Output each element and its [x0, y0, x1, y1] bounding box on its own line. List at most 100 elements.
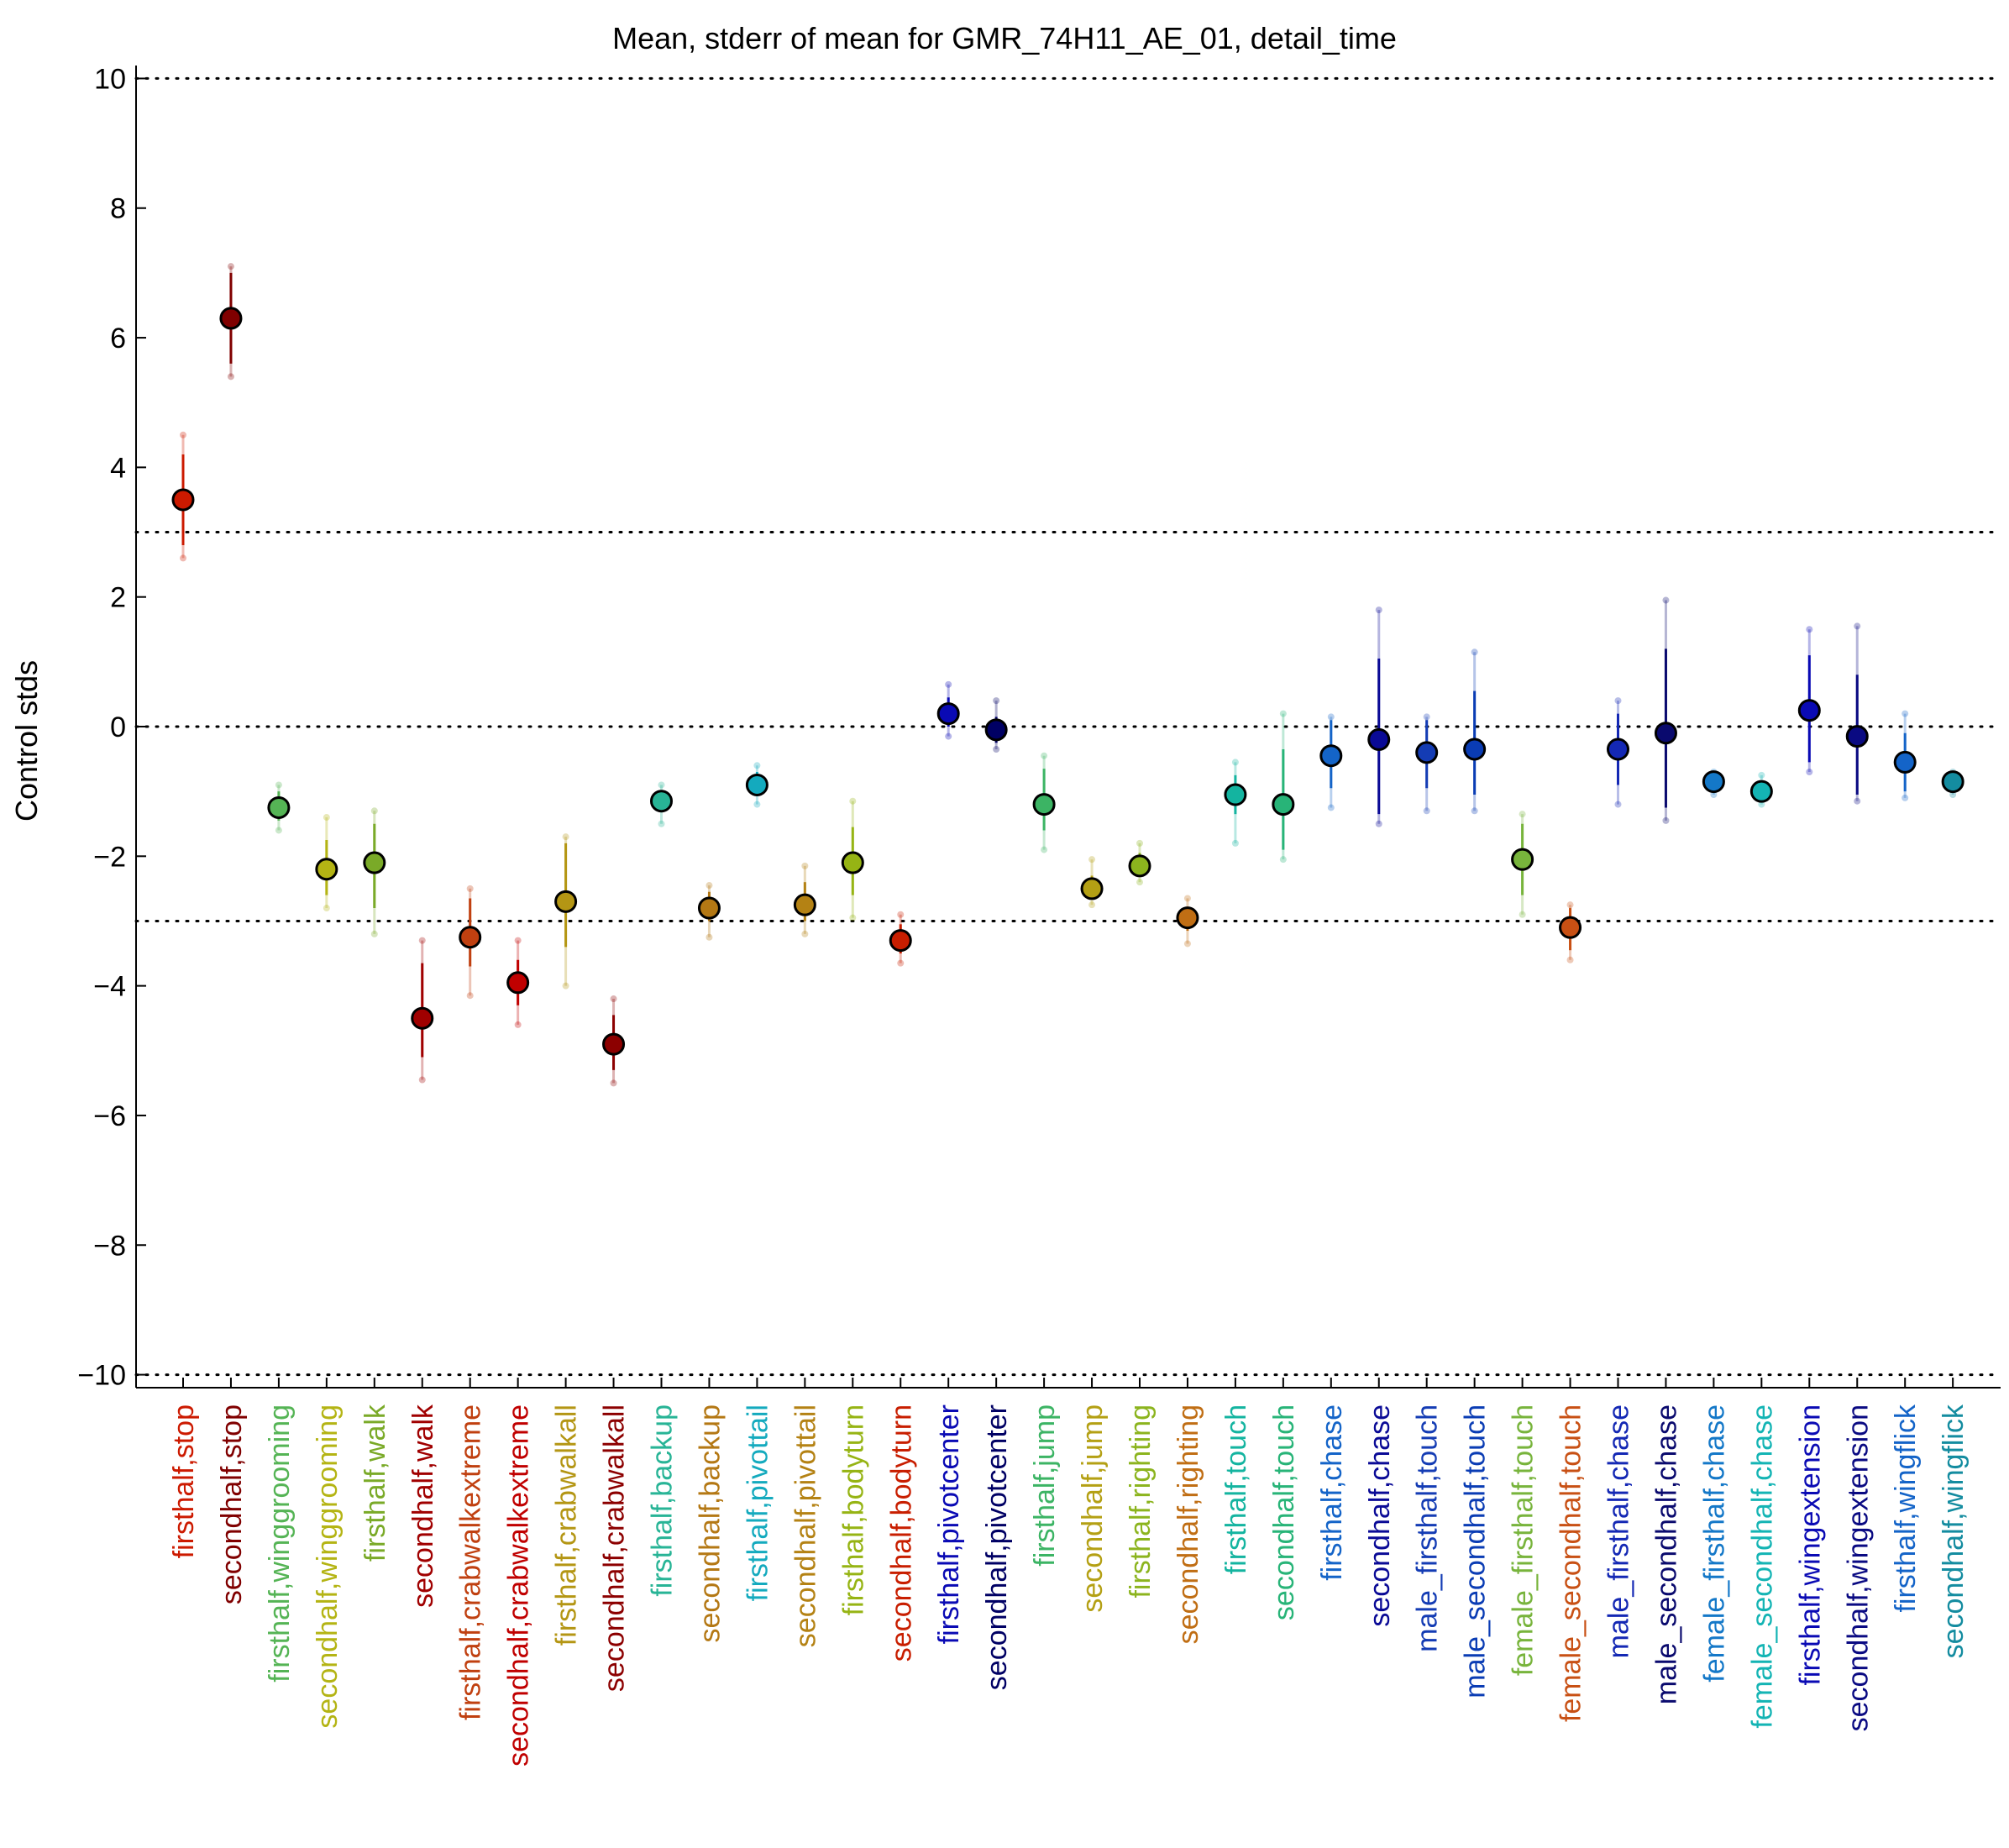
- data-point-group: [459, 885, 482, 1000]
- data-point-group: [1511, 811, 1534, 918]
- data-point-group: [1367, 606, 1391, 827]
- range-point-low: [1949, 791, 1957, 799]
- y-ticks: −10 −8 −6 −4 −2 0 2 4 6 8 10: [77, 63, 146, 1392]
- data-point-group: [1559, 901, 1582, 963]
- range-point-low: [753, 801, 761, 808]
- chart-title: Mean, stderr of mean for GMR_74H11_AE_01…: [612, 21, 1397, 55]
- x-category-label: secondhalf,stop: [216, 1404, 248, 1604]
- x-category-label: female_firsthalf,touch: [1508, 1404, 1540, 1676]
- range-point-low: [1566, 956, 1574, 963]
- x-category-label: male_firsthalf,chase: [1603, 1404, 1635, 1658]
- range-point-low: [945, 732, 952, 740]
- range-point-high: [227, 263, 234, 270]
- x-category-label: firsthalf,crabwalkextreme: [455, 1404, 487, 1720]
- data-point-group: [267, 781, 291, 834]
- mean-marker: [889, 929, 912, 953]
- mean-marker: [459, 926, 482, 949]
- data-point-group: [793, 862, 816, 937]
- data-point-group: [1654, 596, 1677, 824]
- data-point-group: [1415, 713, 1439, 815]
- range-point-low: [466, 992, 474, 1000]
- x-category-label: male_secondhalf,touch: [1460, 1404, 1492, 1698]
- data-series: [171, 263, 1964, 1087]
- range-point-low: [1710, 791, 1718, 799]
- mean-marker: [1463, 738, 1487, 761]
- range-point-high: [1231, 759, 1239, 766]
- range-point-low: [227, 373, 234, 381]
- x-category-label: secondhalf,pivottail: [789, 1404, 821, 1647]
- x-category-label: secondhalf,wingflick: [1938, 1404, 1970, 1658]
- data-point-group: [1702, 769, 1725, 799]
- mean-marker: [745, 773, 768, 796]
- range-point-high: [323, 814, 330, 822]
- y-tick-label: 4: [110, 452, 126, 484]
- x-category-label: secondhalf,winggrooming: [312, 1404, 344, 1729]
- data-point-group: [1941, 769, 1964, 799]
- range-point-low: [323, 905, 330, 912]
- x-category-label: firsthalf,bodyturn: [837, 1404, 869, 1615]
- mean-marker: [984, 718, 1008, 742]
- range-point-high: [1854, 622, 1861, 630]
- mean-marker: [1415, 741, 1439, 764]
- range-point-high: [1471, 648, 1478, 656]
- range-point-high: [993, 697, 1000, 705]
- range-point-high: [1423, 713, 1430, 721]
- x-category-label: firsthalf,jump: [1029, 1404, 1061, 1567]
- mean-marker: [1032, 793, 1056, 816]
- range-point-high: [1375, 606, 1382, 614]
- x-category-label: secondhalf,backup: [694, 1404, 726, 1643]
- range-point-low: [1614, 801, 1622, 808]
- range-point-low: [658, 820, 665, 827]
- range-point-low: [1041, 846, 1048, 853]
- range-point-high: [1806, 626, 1813, 633]
- mean-marker: [1128, 854, 1151, 878]
- x-category-label: secondhalf,bodyturn: [885, 1404, 917, 1662]
- range-point-low: [1136, 879, 1143, 886]
- range-point-low: [1183, 940, 1191, 948]
- y-tick-label: 2: [110, 582, 126, 614]
- data-point-group: [745, 762, 768, 808]
- x-category-label: female_secondhalf,touch: [1555, 1404, 1587, 1722]
- range-point-high: [514, 937, 522, 944]
- range-point-low: [897, 959, 905, 967]
- range-point-high: [180, 431, 186, 438]
- mean-marker: [602, 1032, 626, 1056]
- mean-marker: [841, 851, 864, 874]
- range-point-high: [1327, 713, 1335, 721]
- mean-marker: [650, 790, 673, 813]
- data-point-group: [1893, 710, 1917, 801]
- data-point-group: [506, 937, 530, 1028]
- x-category-label: firsthalf,backup: [647, 1404, 679, 1597]
- mean-marker: [936, 702, 960, 726]
- range-point-high: [418, 937, 426, 944]
- data-point-group: [602, 995, 626, 1087]
- data-point-group: [650, 781, 673, 827]
- x-category-label: firsthalf,walk: [359, 1404, 391, 1562]
- x-category-label: secondhalf,righting: [1172, 1404, 1204, 1644]
- range-point-high: [562, 833, 569, 841]
- y-tick-label: 0: [110, 711, 126, 743]
- x-category-label: secondhalf,walk: [407, 1404, 439, 1608]
- mean-marker: [1893, 750, 1917, 774]
- range-point-high: [1614, 697, 1622, 705]
- range-point-low: [1519, 911, 1526, 918]
- data-point-group: [554, 833, 578, 990]
- mean-marker: [1654, 722, 1677, 745]
- data-point-group: [1463, 648, 1487, 815]
- x-category-label: secondhalf,jump: [1077, 1404, 1109, 1613]
- data-point-group: [984, 697, 1008, 753]
- range-point-high: [1758, 771, 1765, 779]
- mean-marker: [219, 307, 243, 330]
- range-point-low: [1901, 794, 1909, 801]
- range-point-low: [849, 914, 857, 921]
- x-category-label: secondhalf,wingextension: [1842, 1404, 1874, 1731]
- range-point-high: [1041, 752, 1048, 759]
- data-point-group: [1272, 710, 1295, 864]
- x-category-label: female_firsthalf,chase: [1698, 1404, 1730, 1683]
- x-category-label: firsthalf,touch: [1220, 1404, 1252, 1574]
- range-point-high: [1662, 596, 1670, 604]
- range-point-high: [753, 762, 761, 769]
- y-tick-label: 6: [110, 323, 126, 354]
- range-point-high: [801, 862, 809, 869]
